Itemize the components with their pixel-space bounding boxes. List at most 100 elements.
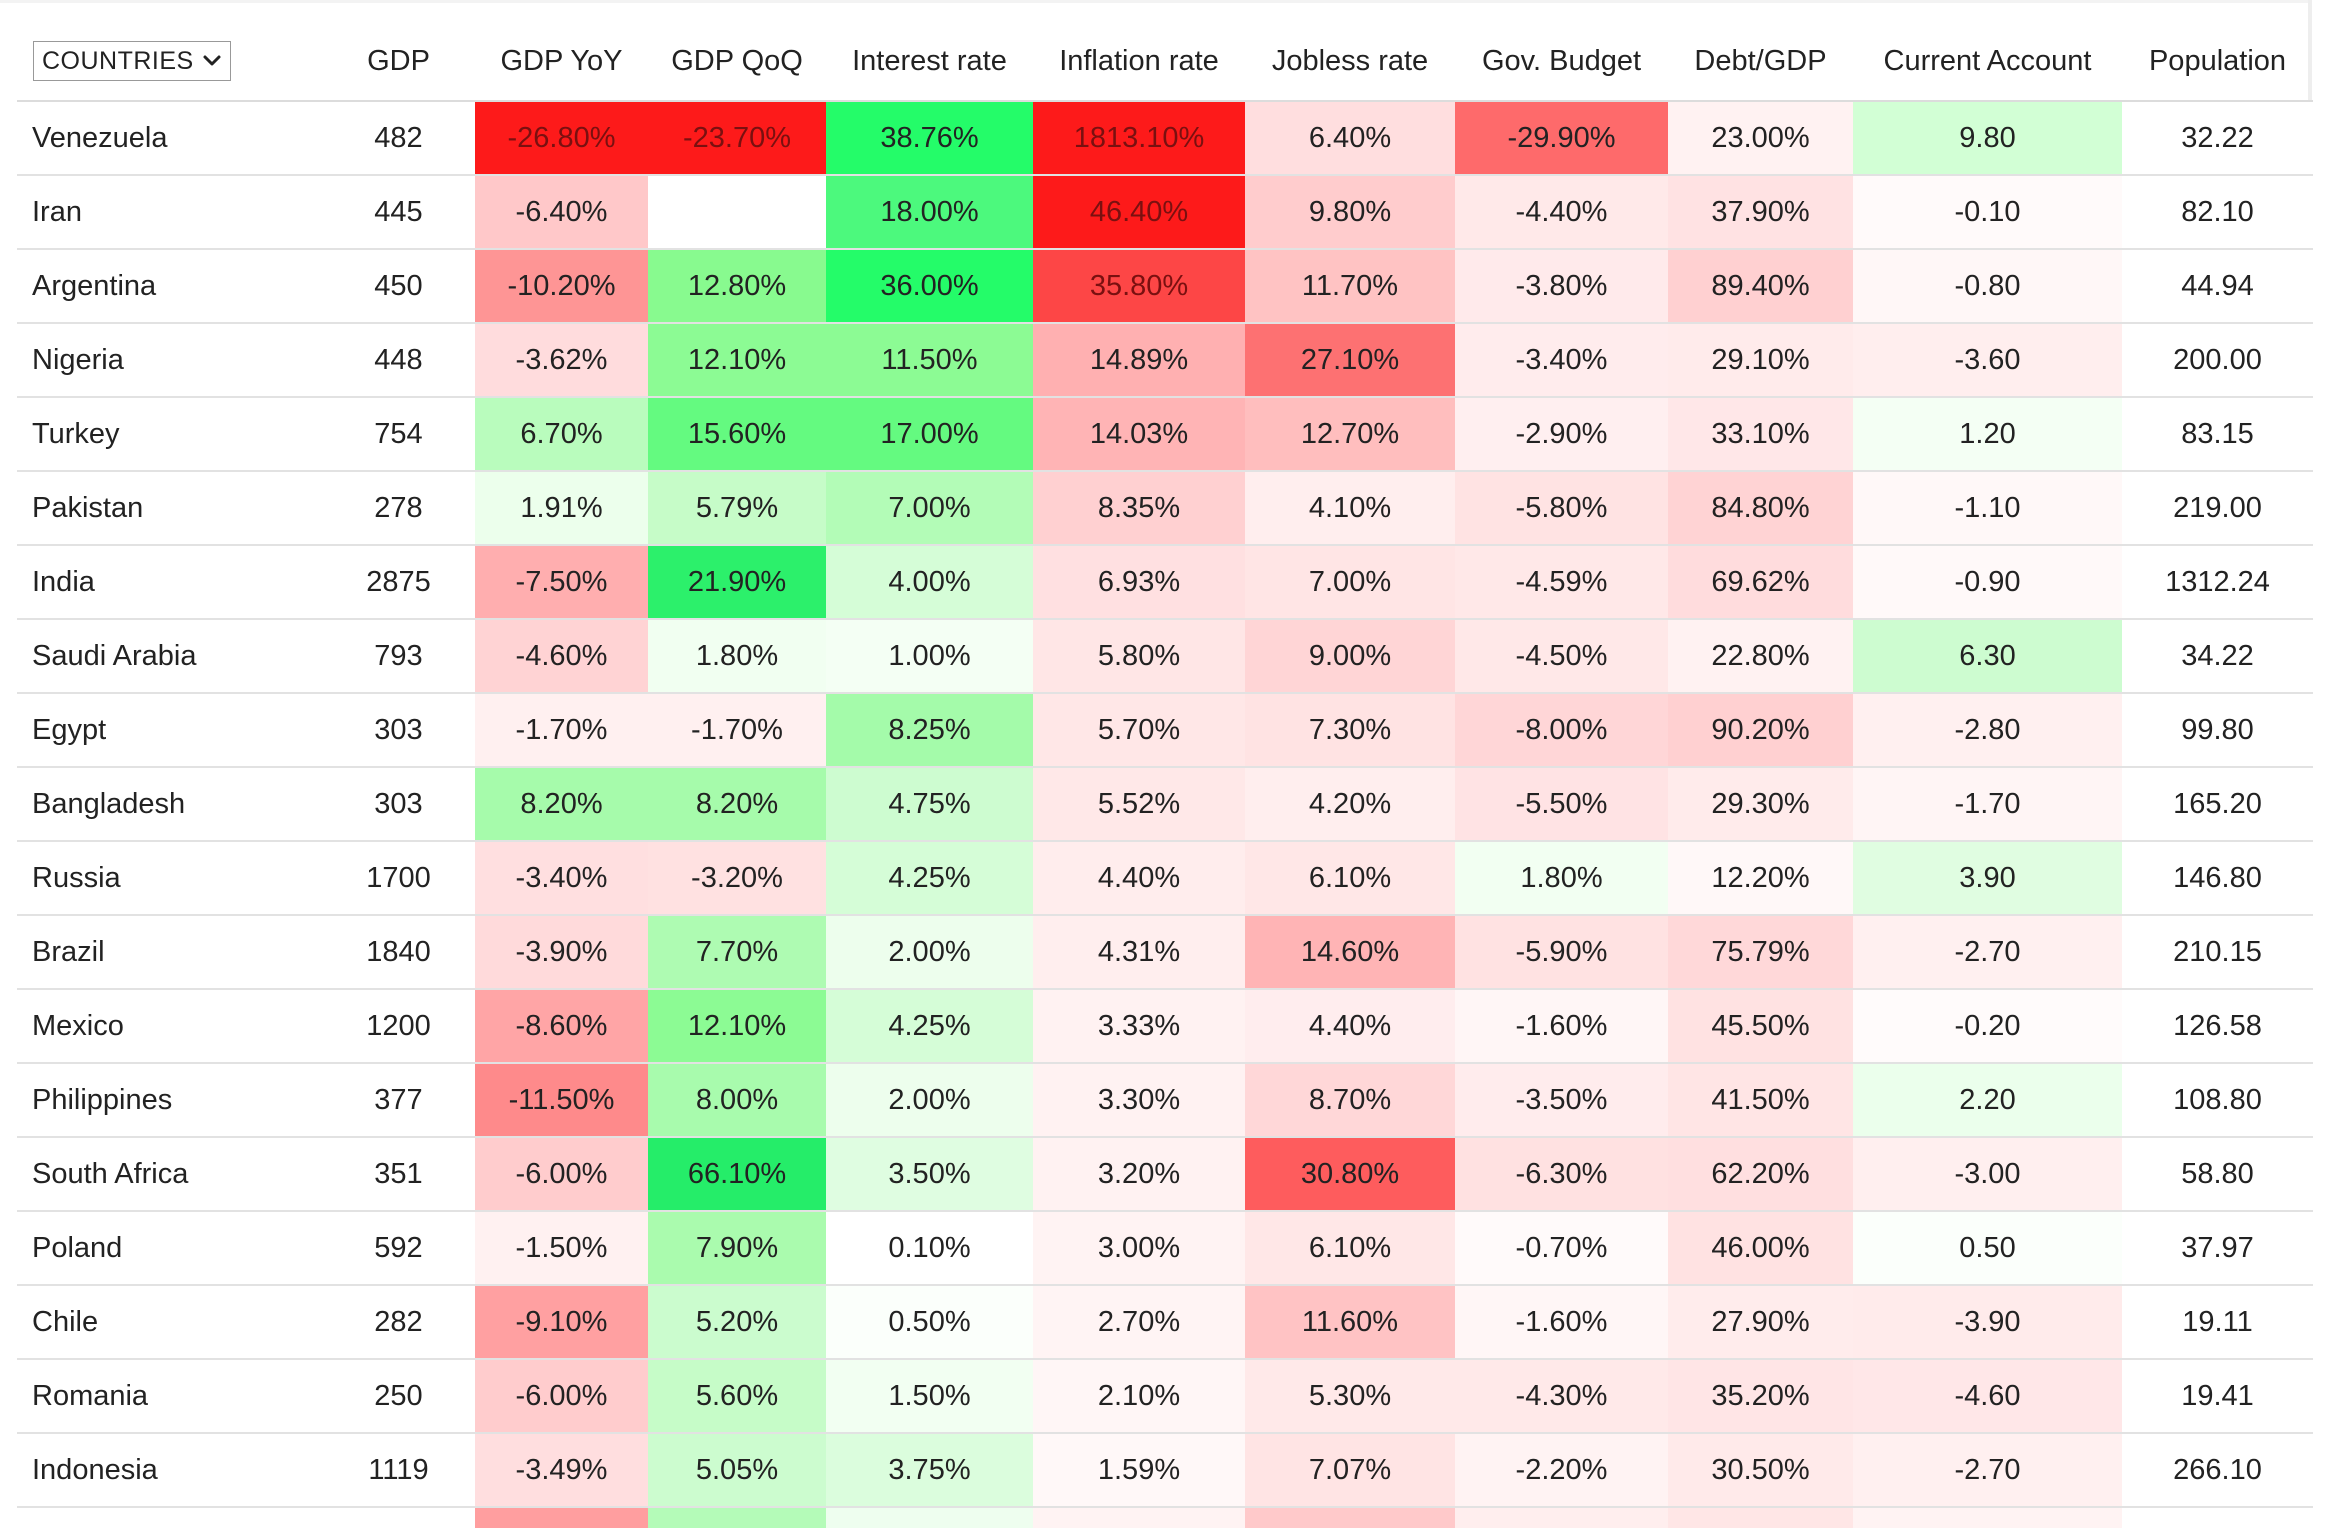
debt-gdp-cell: 89.40% [1668, 249, 1853, 324]
interest-rate-cell: 38.76% [826, 101, 1033, 176]
debt-gdp-cell: 75.79% [1668, 915, 1853, 990]
current-account-cell: -0.10 [1853, 175, 2122, 250]
gdp-yoy-cell: -3.90% [475, 915, 648, 990]
column-header-jobless-rate[interactable]: Jobless rate [1245, 22, 1455, 102]
country-name-cell[interactable]: Russia [17, 841, 322, 916]
country-name-cell[interactable]: Brazil [17, 915, 322, 990]
interest-rate-cell: 1.50% [826, 1359, 1033, 1434]
country-name-cell[interactable]: Poland [17, 1211, 322, 1286]
column-header-current-account[interactable]: Current Account [1853, 22, 2122, 102]
country-name-cell[interactable]: Turkey [17, 397, 322, 472]
inflation-rate-cell: 2.10% [1033, 1359, 1245, 1434]
table-row[interactable]: Iran 445 -6.40% 18.00% 46.40% 9.80% -4.40% 37.9… [17, 175, 2313, 250]
inflation-rate-cell: 3.33% [1033, 989, 1245, 1064]
gdp-qoq-cell [648, 175, 826, 250]
gdp-cell: 1700 [322, 841, 475, 916]
inflation-rate-cell: 5.52% [1033, 767, 1245, 842]
gdp-qoq-cell: -23.70% [648, 101, 826, 176]
table-row[interactable]: Mexico 1200 -8.60% 12.10% 4.25% 3.33% 4.40% -1.… [17, 989, 2313, 1064]
country-name-cell[interactable]: India [17, 545, 322, 620]
column-header-gov-budget[interactable]: Gov. Budget [1455, 22, 1668, 102]
partial-cell [1668, 1507, 1853, 1528]
table-row[interactable]: Saudi Arabia 793 -4.60% 1.80% 1.00% 5.80% 9.00… [17, 619, 2313, 694]
jobless-rate-cell: 4.10% [1245, 471, 1455, 546]
table-row[interactable]: Pakistan 278 1.91% 5.79% 7.00% 8.35% 4.10% -5.8… [17, 471, 2313, 546]
debt-gdp-cell: 22.80% [1668, 619, 1853, 694]
debt-gdp-cell: 84.80% [1668, 471, 1853, 546]
country-name-cell[interactable]: Nigeria [17, 323, 322, 398]
table-body: Venezuela 482 -26.80% -23.70% 38.76% 1813.10%… [17, 101, 2313, 1528]
table-row[interactable]: Poland 592 -1.50% 7.90% 0.10% 3.00% 6.10% -0.70… [17, 1211, 2313, 1286]
gdp-qoq-cell: 5.79% [648, 471, 826, 546]
column-header-debt-gdp[interactable]: Debt/GDP [1668, 22, 1853, 102]
table-row[interactable]: India 2875 -7.50% 21.90% 4.00% 6.93% 7.00% -4.5… [17, 545, 2313, 620]
gov-budget-cell: -5.80% [1455, 471, 1668, 546]
gdp-yoy-cell: -7.50% [475, 545, 648, 620]
population-cell: 219.00 [2122, 471, 2313, 546]
country-name-cell[interactable]: Indonesia [17, 1433, 322, 1508]
jobless-rate-cell: 9.00% [1245, 619, 1455, 694]
country-name-cell[interactable]: Egypt [17, 693, 322, 768]
table-row[interactable]: South Africa 351 -6.00% 66.10% 3.50% 3.20% 30.… [17, 1137, 2313, 1212]
jobless-rate-cell: 6.40% [1245, 101, 1455, 176]
table-row[interactable]: Venezuela 482 -26.80% -23.70% 38.76% 1813.10%… [17, 101, 2313, 176]
interest-rate-cell: 4.25% [826, 841, 1033, 916]
table-row[interactable]: Nigeria 448 -3.62% 12.10% 11.50% 14.89% 27.10%… [17, 323, 2313, 398]
gdp-cell: 445 [322, 175, 475, 250]
country-name-cell[interactable]: South Africa [17, 1137, 322, 1212]
current-account-cell: -2.70 [1853, 1433, 2122, 1508]
column-header-gdp-yoy[interactable]: GDP YoY [475, 22, 648, 102]
gov-budget-cell: -5.90% [1455, 915, 1668, 990]
current-account-cell: 2.20 [1853, 1063, 2122, 1138]
table-row[interactable]: Romania 250 -6.00% 5.60% 1.50% 2.10% 5.30% -4.3… [17, 1359, 2313, 1434]
table-row[interactable]: Egypt 303 -1.70% -1.70% 8.25% 5.70% 7.30% -8.00… [17, 693, 2313, 768]
gdp-qoq-cell: 15.60% [648, 397, 826, 472]
countries-dropdown[interactable]: COUNTRIES [33, 41, 231, 81]
gov-budget-cell: -2.90% [1455, 397, 1668, 472]
country-name-cell[interactable]: Bangladesh [17, 767, 322, 842]
chevron-down-icon [203, 55, 221, 66]
country-name-cell[interactable]: Argentina [17, 249, 322, 324]
table-row[interactable]: Turkey 754 6.70% 15.60% 17.00% 14.03% 12.70% -2… [17, 397, 2313, 472]
country-name-cell[interactable]: Chile [17, 1285, 322, 1360]
column-header-gdp[interactable]: GDP [322, 22, 475, 102]
gdp-cell: 278 [322, 471, 475, 546]
gdp-cell: 250 [322, 1359, 475, 1434]
country-name-cell[interactable]: Iran [17, 175, 322, 250]
gov-budget-cell: -1.60% [1455, 989, 1668, 1064]
gov-budget-cell: -4.30% [1455, 1359, 1668, 1434]
country-name-cell[interactable]: Pakistan [17, 471, 322, 546]
table-row[interactable]: Philippines 377 -11.50% 8.00% 2.00% 3.30% 8.70… [17, 1063, 2313, 1138]
gdp-qoq-cell: 7.70% [648, 915, 826, 990]
population-cell: 44.94 [2122, 249, 2313, 324]
interest-rate-cell: 1.00% [826, 619, 1033, 694]
table-row[interactable]: Argentina 450 -10.20% 12.80% 36.00% 35.80% 11.… [17, 249, 2313, 324]
gdp-qoq-cell: 12.10% [648, 989, 826, 1064]
table-row[interactable]: Chile 282 -9.10% 5.20% 0.50% 2.70% 11.60% -1.60… [17, 1285, 2313, 1360]
column-header-interest-rate[interactable]: Interest rate [826, 22, 1033, 102]
table-row-partial [17, 1507, 2313, 1528]
column-header-gdp-qoq[interactable]: GDP QoQ [648, 22, 826, 102]
table-row[interactable]: Brazil 1840 -3.90% 7.70% 2.00% 4.31% 14.60% -5.… [17, 915, 2313, 990]
column-header-inflation-rate[interactable]: Inflation rate [1033, 22, 1245, 102]
gdp-cell: 351 [322, 1137, 475, 1212]
gov-budget-cell: -4.40% [1455, 175, 1668, 250]
table-row[interactable]: Indonesia 1119 -3.49% 5.05% 3.75% 1.59% 7.07% -… [17, 1433, 2313, 1508]
current-account-cell: 1.20 [1853, 397, 2122, 472]
inflation-rate-cell: 5.70% [1033, 693, 1245, 768]
gdp-cell: 303 [322, 693, 475, 768]
partial-cell [17, 1507, 322, 1528]
country-name-cell[interactable]: Philippines [17, 1063, 322, 1138]
country-name-cell[interactable]: Saudi Arabia [17, 619, 322, 694]
country-name-cell[interactable]: Venezuela [17, 101, 322, 176]
table-row[interactable]: Russia 1700 -3.40% -3.20% 4.25% 4.40% 6.10% 1.8… [17, 841, 2313, 916]
table-row[interactable]: Bangladesh 303 8.20% 8.20% 4.75% 5.52% 4.20% -5… [17, 767, 2313, 842]
partial-cell [1033, 1507, 1245, 1528]
inflation-rate-cell: 2.70% [1033, 1285, 1245, 1360]
gdp-yoy-cell: -9.10% [475, 1285, 648, 1360]
column-header-population[interactable]: Population [2122, 22, 2313, 102]
interest-rate-cell: 2.00% [826, 915, 1033, 990]
debt-gdp-cell: 27.90% [1668, 1285, 1853, 1360]
country-name-cell[interactable]: Mexico [17, 989, 322, 1064]
country-name-cell[interactable]: Romania [17, 1359, 322, 1434]
